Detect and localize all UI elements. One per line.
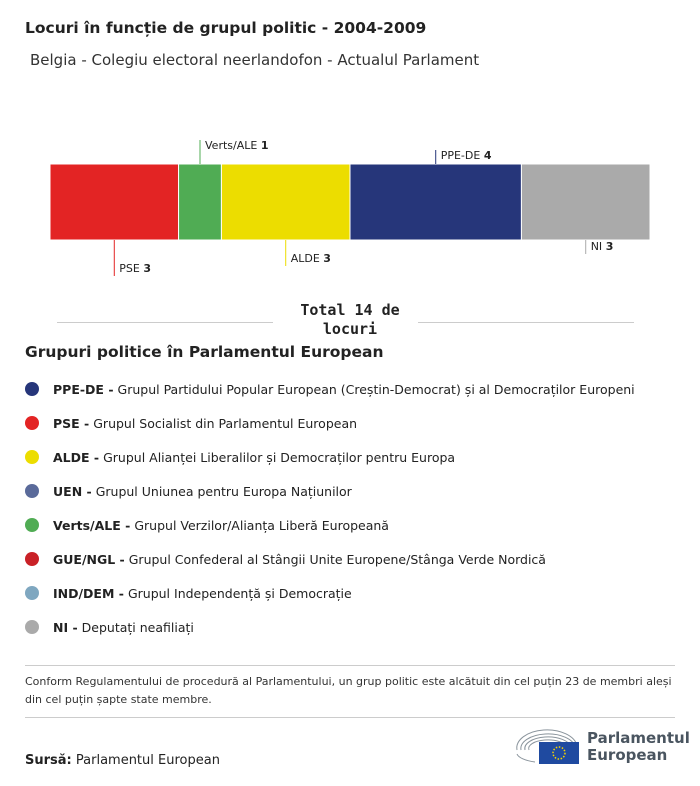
legend-swatch-icon: [25, 620, 39, 634]
logo-line2: European: [587, 746, 668, 764]
legend-swatch-icon: [25, 382, 39, 396]
legend-swatch-icon: [25, 552, 39, 566]
legend-abbr: IND/DEM -: [53, 585, 124, 601]
legend-item: GUE/NGL - Grupul Confederal al Stângii Un…: [25, 542, 635, 576]
legend-name: Grupul Alianței Liberalilor și Democrați…: [103, 449, 456, 465]
legend-abbr: NI -: [53, 619, 78, 635]
legend-title: Grupuri politice în Parlamentul European: [25, 343, 384, 361]
bar-label: Verts/ALE 1: [205, 139, 268, 152]
bar-pse: [49, 163, 180, 241]
legend-swatch-icon: [25, 450, 39, 464]
legend-name: Grupul Verzilor/Alianța Liberă Europeană: [134, 517, 389, 533]
source: Sursă: Parlamentul European: [25, 753, 220, 768]
legend: PPE-DE - Grupul Partidului Popular Europe…: [25, 372, 635, 644]
source-value: Parlamentul European: [75, 753, 220, 768]
legend-item: PSE - Grupul Socialist din Parlamentul Eu…: [25, 406, 635, 440]
legend-abbr: ALDE -: [53, 449, 100, 465]
legend-swatch-icon: [25, 518, 39, 532]
legend-item: PPE-DE - Grupul Partidului Popular Europe…: [25, 372, 635, 406]
legend-item: IND/DEM - Grupul Independență și Democraț…: [25, 576, 635, 610]
bar-label-category: Verts/ALE: [205, 139, 261, 152]
bar-label-value: 3: [606, 240, 614, 253]
bar-label-category: ALDE: [291, 252, 324, 265]
source-label: Sursă:: [25, 753, 72, 768]
bar-verts-ale: [178, 163, 222, 241]
legend-abbr: PSE -: [53, 415, 90, 431]
divider-right: [418, 322, 634, 323]
bar-label-value: 3: [143, 262, 151, 275]
footnote: Conform Regulamentului de procedură al P…: [25, 675, 672, 706]
bar-alde: [220, 163, 351, 241]
bar-label-value: 4: [484, 149, 492, 162]
legend-abbr: GUE/NGL -: [53, 551, 125, 567]
divider-left: [57, 322, 273, 323]
bar-label: PPE-DE 4: [441, 149, 492, 162]
bar-label-value: 1: [261, 139, 269, 152]
total-seats-label: Total 14 de locuri: [300, 301, 400, 338]
hemicycle-eu-flag-icon: [516, 729, 579, 764]
legend-name: Grupul Confederal al Stângii Unite Europ…: [128, 551, 546, 567]
bar-label-category: PSE: [119, 262, 143, 275]
legend-swatch-icon: [25, 586, 39, 600]
legend-swatch-icon: [25, 416, 39, 430]
legend-name: Grupul Socialist din Parlamentul Europea…: [93, 415, 358, 431]
bar-label: PSE 3: [119, 262, 151, 275]
legend-swatch-icon: [25, 484, 39, 498]
bar-label: NI 3: [591, 240, 614, 253]
legend-name: Grupul Partidului Popular European (Creș…: [117, 381, 635, 397]
bar-label-category: NI: [591, 240, 606, 253]
parliament-logo: Parlamentul European: [515, 728, 690, 766]
legend-item: ALDE - Grupul Alianței Liberalilor și Dem…: [25, 440, 635, 474]
legend-abbr: Verts/ALE -: [53, 517, 131, 533]
legend-abbr: UEN -: [53, 483, 92, 499]
legend-item: Verts/ALE - Grupul Verzilor/Alianța Liber…: [25, 508, 635, 542]
bar-label-value: 3: [323, 252, 331, 265]
legend-name: Deputați neafiliați: [81, 619, 194, 635]
divider: [25, 665, 675, 666]
bar-label-category: PPE-DE: [441, 149, 484, 162]
bar-ni: [520, 163, 651, 241]
logo-line1: Parlamentul: [587, 729, 690, 747]
legend-name: Grupul Uniunea pentru Europa Națiunilor: [95, 483, 352, 499]
seat-bar-chart: PSE 3 Verts/ALE 1 ALDE 3 PPE-DE 4 NI 3: [49, 139, 651, 276]
legend-abbr: PPE-DE -: [53, 381, 114, 397]
legend-name: Grupul Independență și Democrație: [127, 585, 352, 601]
bar-label: ALDE 3: [291, 252, 331, 265]
bar-ppe-de: [349, 163, 522, 241]
chart-title: Locuri în funcție de grupul politic - 20…: [25, 19, 427, 37]
chart-subtitle: Belgia - Colegiu electoral neerlandofon …: [30, 51, 480, 69]
divider: [25, 717, 675, 718]
legend-item: NI - Deputați neafiliați: [25, 610, 635, 644]
legend-item: UEN - Grupul Uniunea pentru Europa Națiun…: [25, 474, 635, 508]
